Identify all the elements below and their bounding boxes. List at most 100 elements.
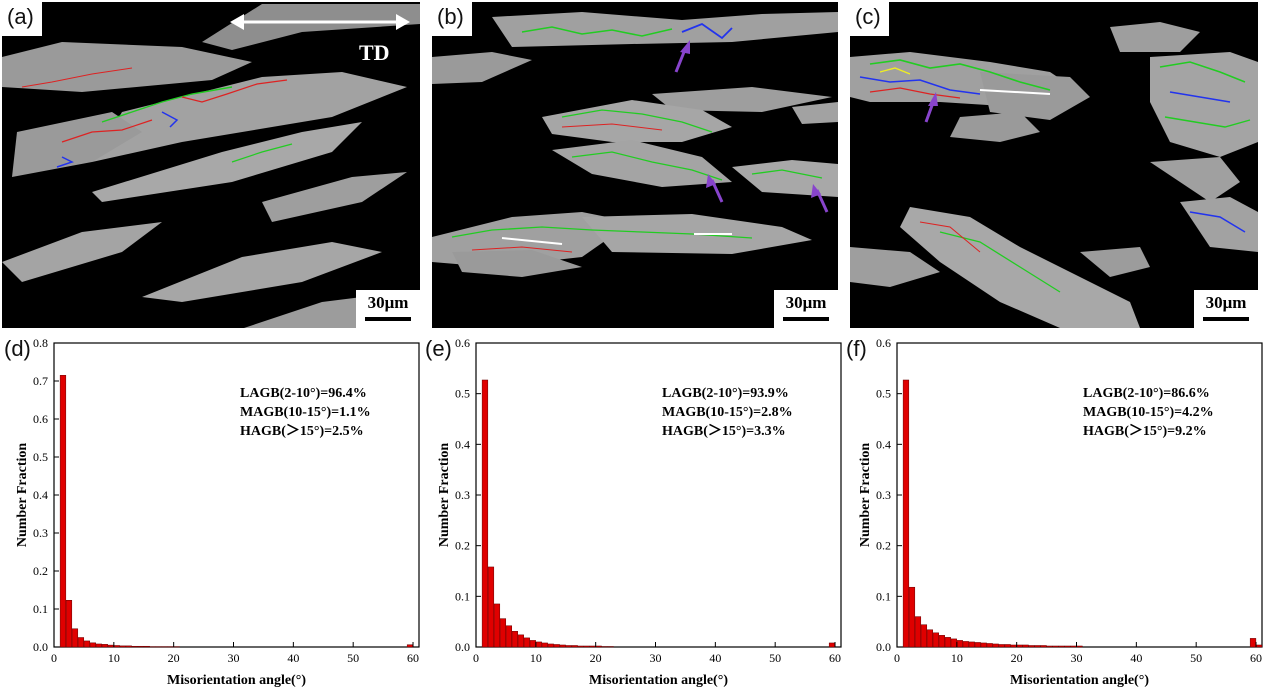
bar	[125, 645, 132, 648]
x-tick-label: 30	[1071, 651, 1083, 665]
bar	[119, 645, 126, 648]
y-tick-label: 0.0	[33, 640, 48, 654]
bar	[932, 632, 939, 648]
bar	[523, 637, 530, 648]
bar	[1070, 645, 1077, 648]
y-tick-label: 0.6	[876, 336, 891, 350]
chart-svg: 0 10 20 30 40 50 60 0.0 0.1 0.2 0.3 0.4 0.5 0.6 Misori…	[437, 336, 842, 688]
bar	[601, 646, 608, 648]
y-tick-label: 0.2	[876, 539, 891, 553]
y-tick-label: 0.2	[455, 539, 470, 553]
x-tick-label: 20	[1011, 651, 1023, 665]
y-tick-label: 0.4	[455, 437, 470, 451]
bar	[1064, 645, 1071, 648]
bar	[1022, 644, 1029, 648]
x-tick-label: 60	[1250, 651, 1262, 665]
bar	[571, 645, 578, 648]
annotation: HAGB(＞15°)=3.3%	[662, 424, 786, 439]
bar	[1255, 644, 1263, 648]
bar	[487, 566, 495, 648]
scale-bar-label-b: 30μm	[785, 293, 827, 312]
micrograph-a-image	[2, 4, 420, 328]
bar	[926, 629, 934, 648]
panel-label-c: (c)	[850, 2, 889, 36]
x-tick-label: 10	[108, 651, 120, 665]
micrograph-b: (b) 30μm	[432, 2, 838, 328]
x-tick-label: 50	[1190, 651, 1202, 665]
x-tick-label: 60	[407, 651, 419, 665]
bar	[980, 642, 987, 648]
bar	[481, 379, 489, 648]
bar	[1016, 644, 1023, 648]
x-tick-label: 20	[590, 651, 602, 665]
bar	[1249, 638, 1257, 648]
chart-svg: 0 10 20 30 40 50 60 0.0 0.1 0.2 0.3 0.4 0.5 0.6 Misori…	[858, 336, 1263, 688]
bar	[71, 628, 79, 648]
bar	[143, 645, 150, 648]
bar	[992, 643, 999, 648]
y-tick-label: 0.2	[33, 564, 48, 578]
bar	[113, 645, 120, 648]
bar	[1046, 645, 1053, 648]
bar	[1010, 644, 1017, 648]
y-tick-label: 0.3	[876, 488, 891, 502]
scale-bar-label-a: 30μm	[367, 293, 409, 312]
bar	[499, 618, 507, 648]
bar	[902, 379, 910, 648]
bar	[493, 603, 501, 648]
scale-bar-c: 30μm	[1194, 290, 1258, 328]
bar	[59, 375, 67, 648]
bar	[65, 600, 73, 648]
y-tick-label: 0.4	[876, 437, 891, 451]
y-tick-label: 0.5	[455, 387, 470, 401]
chart-svg: 0 10 20 30 40 50 60 0.0 0.1 0.2 0.3 0.4 0.5 0.6 0.7 0.8…	[15, 336, 420, 688]
bar	[1058, 645, 1065, 648]
y-tick-label: 0.6	[455, 336, 470, 350]
annotation: MAGB(10-15°)=1.1%	[240, 405, 371, 420]
bar	[511, 631, 518, 648]
bar	[541, 642, 548, 648]
bar	[1004, 644, 1011, 648]
bar	[107, 644, 114, 648]
histogram-f: 0 10 20 30 40 50 60 0.0 0.1 0.2 0.3 0.4 0.5 0.6 Misori…	[843, 330, 1268, 691]
bar	[77, 637, 85, 648]
x-tick-label: 10	[951, 651, 963, 665]
bar	[1034, 645, 1041, 648]
bar	[406, 644, 414, 648]
bar	[998, 644, 1005, 648]
y-tick-label: 0.5	[876, 387, 891, 401]
bar	[535, 641, 542, 648]
micrograph-a: (a) TD 30μm	[2, 2, 420, 328]
panel-label-a: (a)	[2, 2, 42, 36]
x-tick-label: 20	[168, 651, 180, 665]
histogram-e: 0 10 20 30 40 50 60 0.0 0.1 0.2 0.3 0.4 0.5 0.6 Misori…	[422, 330, 847, 691]
x-axis-label: Misorientation angle(°)	[1010, 673, 1149, 688]
micrograph-c-image	[850, 22, 1258, 328]
bar	[914, 616, 922, 648]
x-tick-label: 10	[530, 651, 542, 665]
annotation: HAGB(＞15°)=2.5%	[240, 424, 364, 439]
panel-label-b: (b)	[432, 2, 472, 36]
annotation: HAGB(＞15°)=9.2%	[1083, 424, 1207, 439]
bar	[607, 646, 614, 648]
bar	[908, 586, 916, 648]
chart-label-f: (f)	[846, 336, 867, 361]
bar	[577, 645, 584, 648]
bar	[974, 642, 981, 648]
x-tick-label: 50	[769, 651, 781, 665]
td-arrow	[230, 14, 410, 30]
y-tick-label: 0.1	[455, 589, 470, 603]
y-tick-label: 0.6	[33, 412, 48, 426]
bar	[89, 642, 96, 648]
y-axis-label: Number Fraction	[858, 443, 873, 548]
bar	[962, 641, 969, 648]
bar	[595, 645, 602, 648]
bar	[1052, 645, 1059, 648]
bar	[95, 643, 102, 648]
bar	[589, 645, 596, 648]
scale-bar-label-c: 30μm	[1205, 293, 1247, 312]
x-tick-label: 50	[347, 651, 359, 665]
bar	[131, 645, 138, 648]
x-tick-label: 40	[709, 651, 721, 665]
